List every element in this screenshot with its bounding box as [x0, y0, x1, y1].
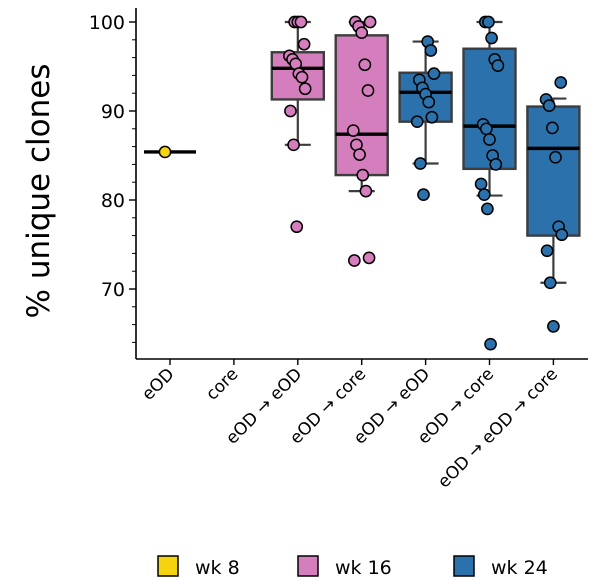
data-point: [481, 202, 494, 216]
data-point: [482, 15, 495, 29]
box-group: [462, 15, 517, 351]
box-group: [398, 35, 453, 202]
legend-item: wk 16: [297, 555, 392, 579]
data-point: [484, 337, 497, 351]
data-point: [361, 84, 375, 97]
data-point: [489, 158, 503, 171]
legend-swatch: [297, 555, 319, 577]
data-point: [554, 76, 568, 89]
data-point: [474, 177, 488, 191]
data-point: [359, 184, 373, 198]
data-point: [284, 104, 297, 118]
data-point: [483, 133, 496, 146]
data-point: [540, 244, 554, 258]
data-point: [549, 150, 562, 164]
legend-item: wk 8: [157, 555, 240, 579]
box-iqr: [462, 47, 517, 171]
data-point: [362, 251, 376, 265]
data-point: [547, 320, 560, 333]
data-point: [427, 67, 441, 80]
legend-label: wk 8: [195, 557, 240, 579]
x-tick-label: eOD → eOD → core: [434, 364, 562, 492]
data-point: [287, 138, 300, 152]
data-point: [298, 82, 312, 96]
data-point: [555, 228, 569, 242]
data-point: [346, 124, 360, 137]
y-tick-label: 70: [101, 279, 125, 301]
data-point: [358, 58, 372, 72]
data-point: [158, 145, 172, 159]
data-point: [414, 157, 427, 170]
data-point: [417, 188, 430, 202]
data-point: [353, 148, 366, 161]
legend-item: wk 24: [453, 555, 548, 579]
data-point: [363, 15, 377, 29]
box-group: [144, 145, 196, 159]
y-tick-label: 90: [101, 101, 125, 123]
y-axis-label: % unique clones: [21, 64, 57, 319]
data-point: [294, 15, 308, 29]
data-point: [485, 31, 498, 45]
data-point: [422, 95, 436, 109]
data-point: [546, 121, 559, 135]
box-group: [526, 76, 581, 333]
data-point: [355, 26, 369, 40]
legend-label: wk 16: [335, 557, 392, 579]
data-point: [356, 168, 370, 182]
box-group: [334, 15, 389, 267]
data-point: [295, 70, 309, 84]
data-point: [480, 122, 493, 136]
data-point: [410, 115, 424, 129]
data-point: [542, 99, 556, 113]
legend-label: wk 24: [491, 557, 548, 579]
x-tick-label: eOD: [138, 364, 178, 404]
data-point: [424, 44, 438, 57]
data-point: [477, 188, 491, 202]
box-group: [270, 15, 325, 234]
y-tick-label: 80: [101, 190, 125, 212]
data-point: [348, 254, 361, 267]
data-point: [297, 37, 311, 51]
data-point: [543, 276, 557, 290]
legend-swatch: [453, 555, 475, 577]
legend-swatch: [157, 555, 179, 577]
data-point: [290, 220, 304, 234]
x-tick-label: core: [202, 364, 242, 404]
data-point: [425, 110, 439, 124]
data-point: [491, 59, 505, 72]
y-tick-label: 100: [89, 12, 125, 34]
